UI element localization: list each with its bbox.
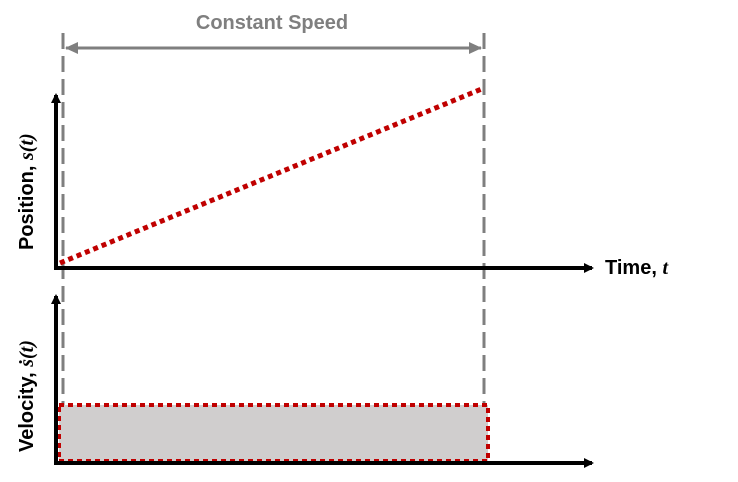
velocity-axis-label: Velocity, ṡ(t) (16, 340, 38, 452)
velocity-constant-region (57, 403, 490, 463)
constant-speed-label: Constant Speed (196, 12, 348, 34)
position-axis-label: Position, s(t) (16, 133, 38, 250)
position-linear-curve (59, 85, 485, 266)
time-axis-label: Time, t (605, 257, 669, 279)
